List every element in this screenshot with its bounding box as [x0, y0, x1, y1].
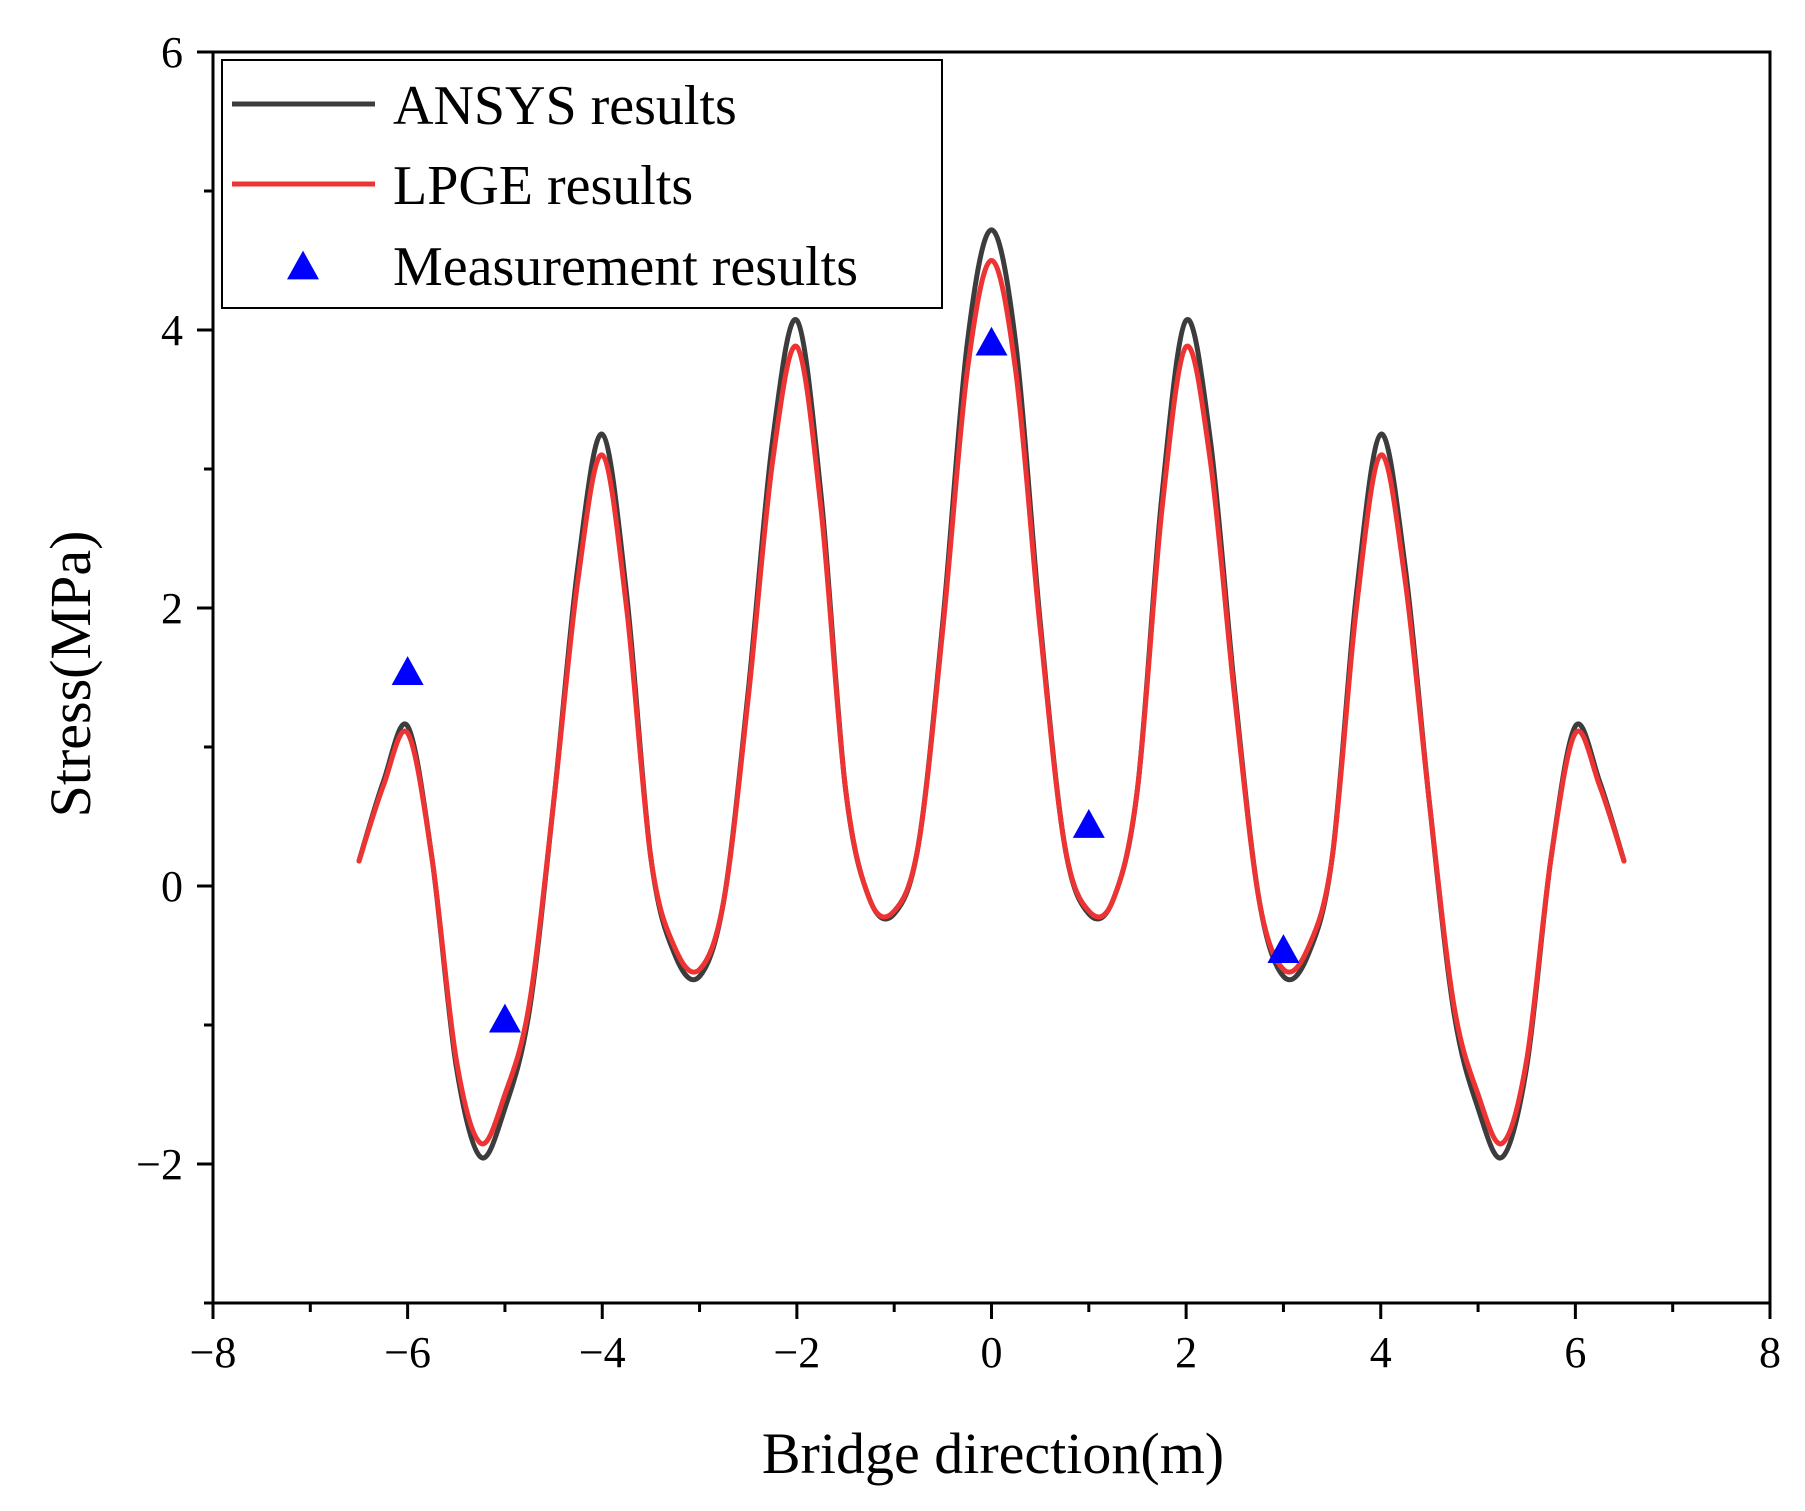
- series-line-0: [356, 227, 1627, 1161]
- y-tick-label: 4: [161, 306, 183, 355]
- x-tick-label: 6: [1564, 1328, 1586, 1377]
- axes: −8 −6 −4 −2 0 2 4 6 8 −2 0 2 4 6: [136, 28, 1781, 1377]
- legend-swatch-triangle: [287, 250, 319, 280]
- x-tick-label: 4: [1370, 1328, 1392, 1377]
- y-tick-label: −2: [136, 1140, 183, 1189]
- x-tick-label: 2: [1175, 1328, 1197, 1377]
- measurement-point: [488, 1003, 521, 1033]
- x-tick-label: 0: [981, 1328, 1003, 1377]
- measurement-point: [391, 656, 424, 685]
- x-axis-title: Bridge direction(m): [762, 1421, 1224, 1486]
- legend-label: ANSYS results: [393, 75, 737, 137]
- x-tick-label: −6: [384, 1328, 431, 1377]
- y-axis-title: Stress(MPa): [38, 531, 103, 818]
- series-line-1: [356, 258, 1627, 1147]
- legend-label: Measurement results: [393, 236, 858, 298]
- plot-series: [356, 227, 1627, 1161]
- x-tick-label: −8: [190, 1328, 237, 1377]
- legend-label: LPGE results: [393, 155, 693, 217]
- legend: ANSYS results LPGE results Measurement res…: [221, 59, 943, 309]
- measurement-point: [975, 326, 1008, 356]
- x-tick-label: 8: [1759, 1328, 1781, 1377]
- measurement-point: [1267, 934, 1300, 963]
- measurement-point: [1072, 809, 1105, 838]
- x-tick-label: −4: [579, 1328, 626, 1377]
- y-tick-label: 2: [161, 584, 183, 633]
- y-tick-label: 0: [161, 862, 183, 911]
- x-tick-label: −2: [773, 1328, 820, 1377]
- y-tick-label: 6: [161, 28, 183, 77]
